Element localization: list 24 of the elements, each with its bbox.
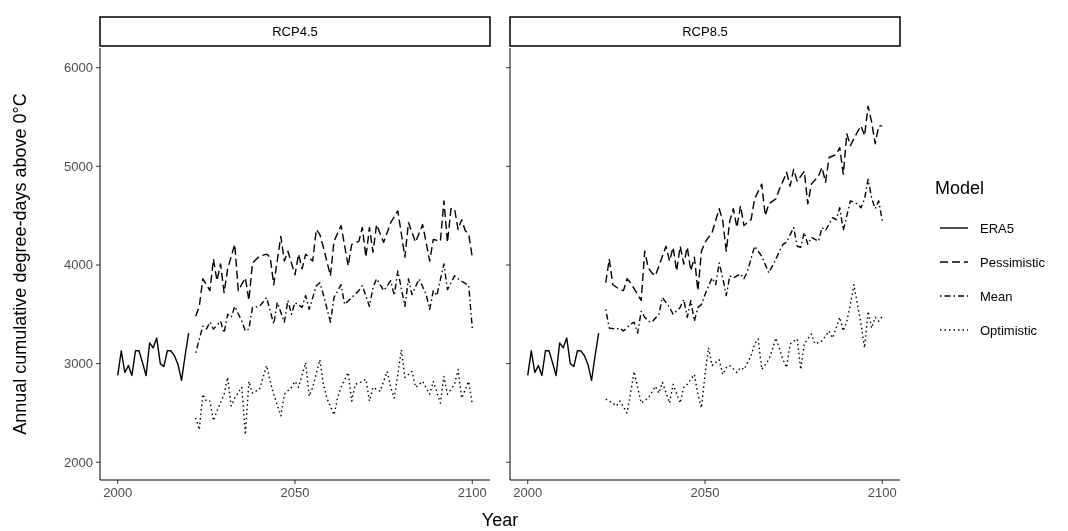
line-series [195,200,473,317]
y-tick-label: 6000 [64,60,93,76]
chart-title: RCP4.5 [272,24,318,39]
legend-label: Pessimistic [980,255,1046,270]
x-axis-title: Year [481,510,519,530]
y-axis-title: Annual cumulative degree-days above 0°C [10,93,30,435]
x-tick-label: 2050 [690,485,720,500]
x-tick-label: 2100 [457,485,487,500]
y-tick-label: 4000 [64,257,93,273]
x-tick-label: 2000 [513,485,543,500]
x-tick-label: 2100 [867,485,897,500]
y-tick-label: 5000 [64,158,93,174]
line-series [117,332,190,382]
chart-title: RCP8.5 [682,24,728,39]
legend-label: ERA5 [980,221,1014,236]
line-series [195,263,473,354]
y-tick-label: 2000 [64,454,93,470]
line-series [195,349,473,436]
x-tick-label: 2000 [103,485,133,500]
legend-title: Model [935,178,985,198]
legend-label: Mean [980,289,1013,304]
legend-label: Optimistic [980,323,1038,338]
x-tick-label: 2050 [280,485,310,500]
y-tick-label: 3000 [64,356,93,372]
